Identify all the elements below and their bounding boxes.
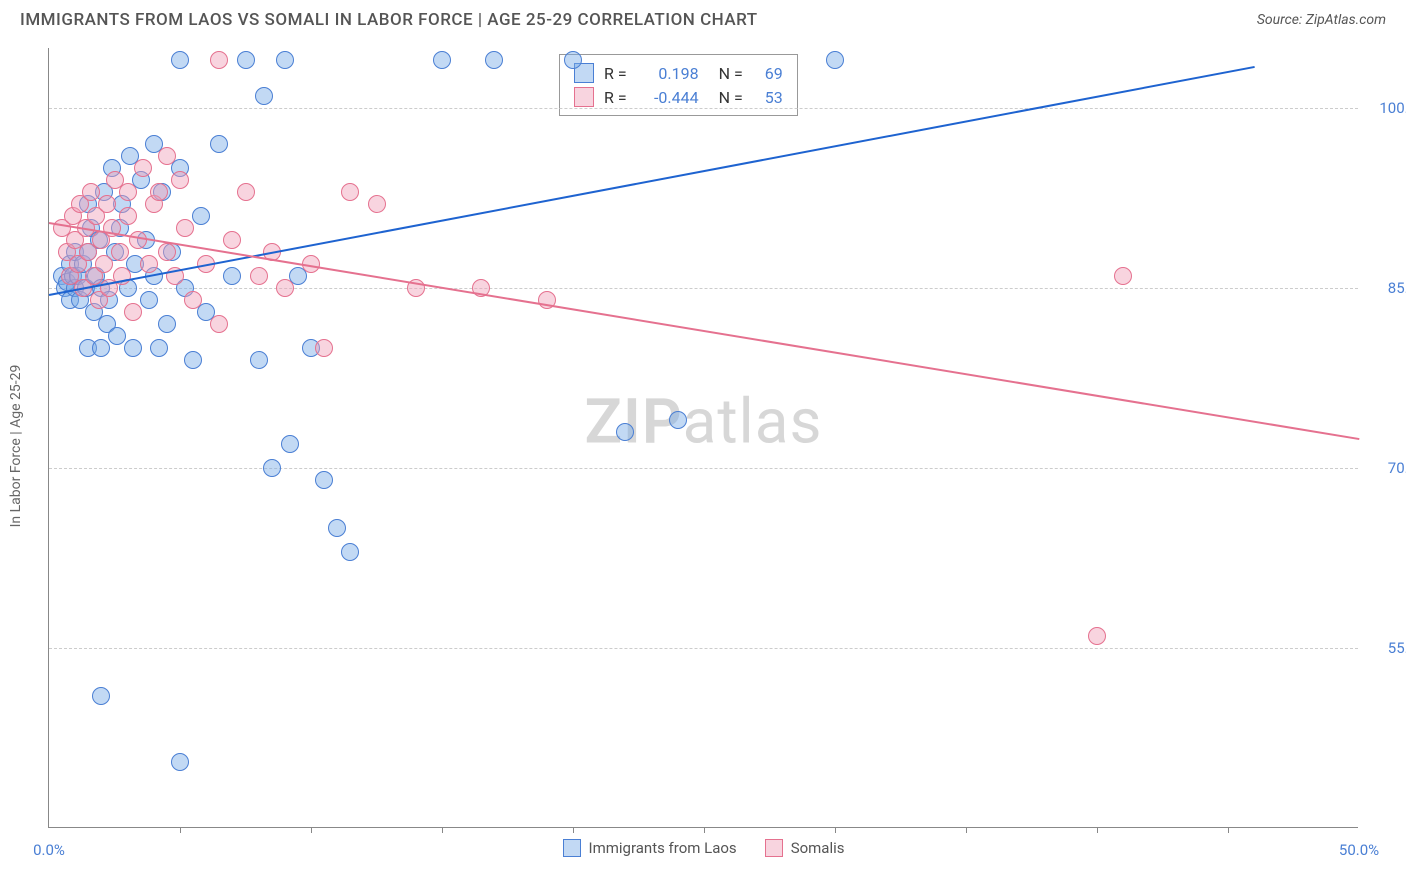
data-point: [223, 267, 241, 285]
data-point: [82, 183, 100, 201]
data-point: [341, 543, 359, 561]
watermark: ZIPatlas: [585, 385, 823, 458]
data-point: [1114, 267, 1132, 285]
legend-item-pink: Somalis: [765, 839, 845, 857]
y-tick-label: 85.0%: [1368, 279, 1406, 297]
legend-item-blue: Immigrants from Laos: [563, 839, 737, 857]
data-point: [184, 351, 202, 369]
data-point: [263, 459, 281, 477]
swatch-pink: [574, 87, 594, 107]
gridline: [49, 108, 1358, 109]
data-point: [158, 147, 176, 165]
x-tick-mark: [180, 827, 181, 833]
x-tick-label: 0.0%: [33, 841, 65, 859]
x-tick-mark: [311, 827, 312, 833]
y-tick-label: 100.0%: [1368, 99, 1406, 117]
data-point: [315, 471, 333, 489]
data-point: [95, 255, 113, 273]
x-tick-mark: [442, 827, 443, 833]
correlation-legend: R = 0.198 N = 69 R = -0.444 N = 53: [559, 54, 798, 116]
x-tick-mark: [704, 827, 705, 833]
data-point: [315, 339, 333, 357]
data-point: [223, 231, 241, 249]
x-tick-mark: [573, 827, 574, 833]
swatch-blue-icon: [563, 839, 581, 857]
data-point: [150, 183, 168, 201]
data-point: [171, 171, 189, 189]
data-point: [92, 687, 110, 705]
x-tick-mark: [966, 827, 967, 833]
trend-line: [49, 222, 1359, 440]
data-point: [192, 207, 210, 225]
legend-row-blue: R = 0.198 N = 69: [574, 61, 783, 85]
data-point: [276, 51, 294, 69]
data-point: [669, 411, 687, 429]
gridline: [49, 648, 1358, 649]
data-point: [98, 195, 116, 213]
y-tick-label: 70.0%: [1368, 459, 1406, 477]
y-axis-label: In Labor Force | Age 25-29: [8, 365, 24, 528]
data-point: [176, 219, 194, 237]
x-tick-mark: [1097, 827, 1098, 833]
data-point: [140, 291, 158, 309]
data-point: [158, 243, 176, 261]
gridline: [49, 288, 1358, 289]
data-point: [124, 303, 142, 321]
source-credit: Source: ZipAtlas.com: [1257, 12, 1386, 28]
data-point: [564, 51, 582, 69]
data-point: [171, 753, 189, 771]
data-point: [485, 51, 503, 69]
data-point: [210, 51, 228, 69]
data-point: [328, 519, 346, 537]
data-point: [129, 231, 147, 249]
data-point: [250, 351, 268, 369]
data-point: [184, 291, 202, 309]
data-point: [140, 255, 158, 273]
y-tick-label: 55.0%: [1368, 639, 1406, 657]
data-point: [150, 339, 168, 357]
data-point: [281, 435, 299, 453]
data-point: [124, 339, 142, 357]
series-legend: Immigrants from Laos Somalis: [563, 839, 845, 857]
data-point: [158, 315, 176, 333]
data-point: [237, 51, 255, 69]
data-point: [210, 135, 228, 153]
data-point: [250, 267, 268, 285]
x-tick-label: 50.0%: [1339, 841, 1379, 859]
data-point: [119, 183, 137, 201]
data-point: [255, 87, 273, 105]
data-point: [111, 243, 129, 261]
chart-title: IMMIGRANTS FROM LAOS VS SOMALI IN LABOR …: [20, 10, 758, 30]
data-point: [171, 51, 189, 69]
data-point: [433, 51, 451, 69]
gridline: [49, 468, 1358, 469]
data-point: [134, 159, 152, 177]
x-tick-mark: [835, 827, 836, 833]
data-point: [210, 315, 228, 333]
data-point: [826, 51, 844, 69]
data-point: [237, 183, 255, 201]
data-point: [616, 423, 634, 441]
swatch-pink-icon: [765, 839, 783, 857]
data-point: [119, 207, 137, 225]
data-point: [341, 183, 359, 201]
legend-row-pink: R = -0.444 N = 53: [574, 85, 783, 109]
scatter-chart: ZIPatlas R = 0.198 N = 69 R = -0.444 N =…: [48, 48, 1358, 828]
x-tick-mark: [1228, 827, 1229, 833]
data-point: [92, 339, 110, 357]
data-point: [368, 195, 386, 213]
data-point: [108, 327, 126, 345]
data-point: [276, 279, 294, 297]
data-point: [1088, 627, 1106, 645]
